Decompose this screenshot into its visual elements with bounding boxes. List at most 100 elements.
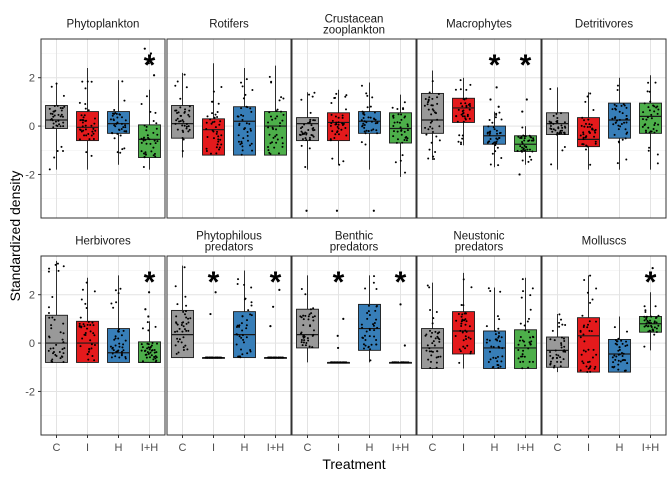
data-point [590,123,593,126]
data-point [240,336,243,339]
data-point [520,150,523,153]
data-point [84,302,87,305]
data-point [78,101,81,104]
data-point [500,118,503,121]
data-point [217,135,220,138]
data-point [522,148,525,151]
data-point [337,127,340,130]
data-point [625,114,628,117]
data-point [114,125,117,128]
data-point [425,133,428,136]
data-point [459,79,462,82]
data-point [563,340,566,343]
data-point [458,134,461,137]
data-point [275,110,278,113]
data-point [624,137,627,140]
data-point [527,331,530,334]
data-point [592,109,595,112]
data-point [584,122,587,125]
data-point [182,321,185,324]
data-point [436,96,439,99]
data-point [244,93,247,96]
data-point [427,157,430,160]
data-point [521,355,524,358]
data-point [586,145,589,148]
data-point [180,341,183,344]
data-point [549,362,552,365]
data-point [648,90,651,93]
data-point [312,135,315,138]
data-point [143,349,146,352]
data-point [51,296,54,299]
data-point [626,362,629,365]
data-point [641,125,644,128]
data-point [301,344,304,347]
data-point [457,108,460,111]
outlier-point [209,312,212,316]
data-point [517,343,520,346]
data-point [396,138,399,141]
data-point [563,146,566,149]
facet-title: predators [330,242,379,254]
data-point [153,139,156,142]
data-point [181,124,184,127]
x-tick-label: C [304,442,312,454]
data-point [149,110,152,113]
data-point [180,114,183,117]
data-point [550,121,553,124]
data-point [647,149,650,152]
data-point [334,96,337,99]
data-point [308,138,311,141]
data-point [497,366,500,369]
data-point [245,319,248,322]
data-point [174,344,177,347]
data-point [469,337,472,340]
data-point [302,314,305,317]
data-point [50,85,53,88]
data-point [116,116,119,119]
data-point [145,129,148,132]
outlier-point [269,325,272,328]
data-point [268,356,271,359]
data-point [369,116,372,119]
data-point [267,146,270,149]
data-point [617,128,620,131]
data-point [500,156,503,159]
data-point [92,332,95,335]
data-point [111,114,114,117]
data-point [271,126,274,129]
data-point [517,135,520,138]
panel-border [166,255,292,436]
data-point [91,354,94,357]
data-point [52,115,55,118]
box-h [608,339,631,373]
data-point [302,318,305,321]
data-point [61,107,64,110]
data-point [217,138,220,141]
panel-border [541,255,667,436]
data-point [184,310,187,313]
data-point [435,366,438,369]
data-point [61,115,64,118]
x-tick-label: C [53,442,61,454]
data-point [268,75,271,78]
data-point [304,137,307,140]
data-point [493,141,496,144]
data-point [464,318,467,321]
data-point [645,131,648,134]
data-point [219,138,222,141]
data-point [245,105,248,108]
outlier-point [147,62,150,65]
data-point [427,108,430,111]
data-point [532,336,535,339]
data-point [424,126,427,129]
data-point [118,128,121,131]
data-point [268,111,271,114]
data-point [589,163,592,166]
data-point [213,116,216,119]
data-point [615,104,618,107]
data-point [365,121,368,124]
data-point [392,125,395,128]
data-point [552,122,555,125]
